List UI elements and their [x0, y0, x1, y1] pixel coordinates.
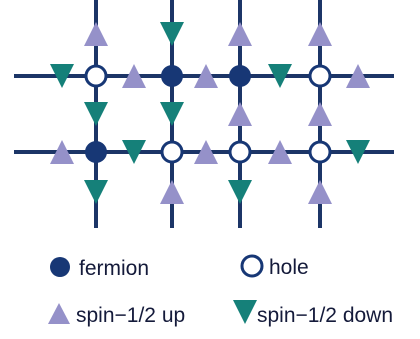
spin-down-icon	[84, 102, 108, 126]
fermion-icon	[50, 257, 70, 277]
fermion-icon	[85, 141, 107, 163]
hole-icon	[240, 254, 264, 278]
spin-up-icon	[268, 140, 292, 164]
spin-down-icon	[233, 300, 257, 324]
fermion-icon	[229, 65, 251, 87]
spin-down-icon	[160, 22, 184, 46]
spin-up-icon	[48, 303, 70, 324]
hole-icon	[160, 140, 184, 164]
legend: fermion hole spin−1/2 up spin−1/2 down	[48, 254, 393, 327]
spin-up-icon	[308, 102, 332, 126]
lattice-bond-spins	[50, 22, 370, 204]
spin-down-icon	[346, 140, 370, 164]
fermion-icon	[161, 65, 183, 87]
legend-fermion-label: fermion	[79, 257, 149, 280]
spin-up-icon	[194, 64, 218, 88]
spin-up-icon	[228, 102, 252, 126]
spin-down-icon	[228, 180, 252, 204]
spin-up-icon	[160, 180, 184, 204]
spin-down-icon	[122, 140, 146, 164]
legend-spin-down-label: spin−1/2 down	[257, 304, 393, 327]
legend-hole-label: hole	[269, 256, 309, 279]
spin-up-icon	[122, 64, 146, 88]
hole-icon	[308, 140, 332, 164]
legend-spin-up-label: spin−1/2 up	[76, 304, 185, 327]
spin-up-icon	[346, 64, 370, 88]
spin-up-icon	[194, 140, 218, 164]
spin-up-icon	[308, 180, 332, 204]
lattice-sites	[84, 64, 332, 164]
spin-up-icon	[228, 22, 252, 46]
spin-down-icon	[268, 64, 292, 88]
hole-icon	[228, 140, 252, 164]
spin-up-icon	[308, 22, 332, 46]
lattice-lines	[14, 0, 394, 228]
spin-up-icon	[84, 22, 108, 46]
spin-down-icon	[160, 102, 184, 126]
spin-down-icon	[50, 64, 74, 88]
hole-icon	[308, 64, 332, 88]
hole-icon	[84, 64, 108, 88]
spin-up-icon	[50, 140, 74, 164]
spin-down-icon	[84, 180, 108, 204]
